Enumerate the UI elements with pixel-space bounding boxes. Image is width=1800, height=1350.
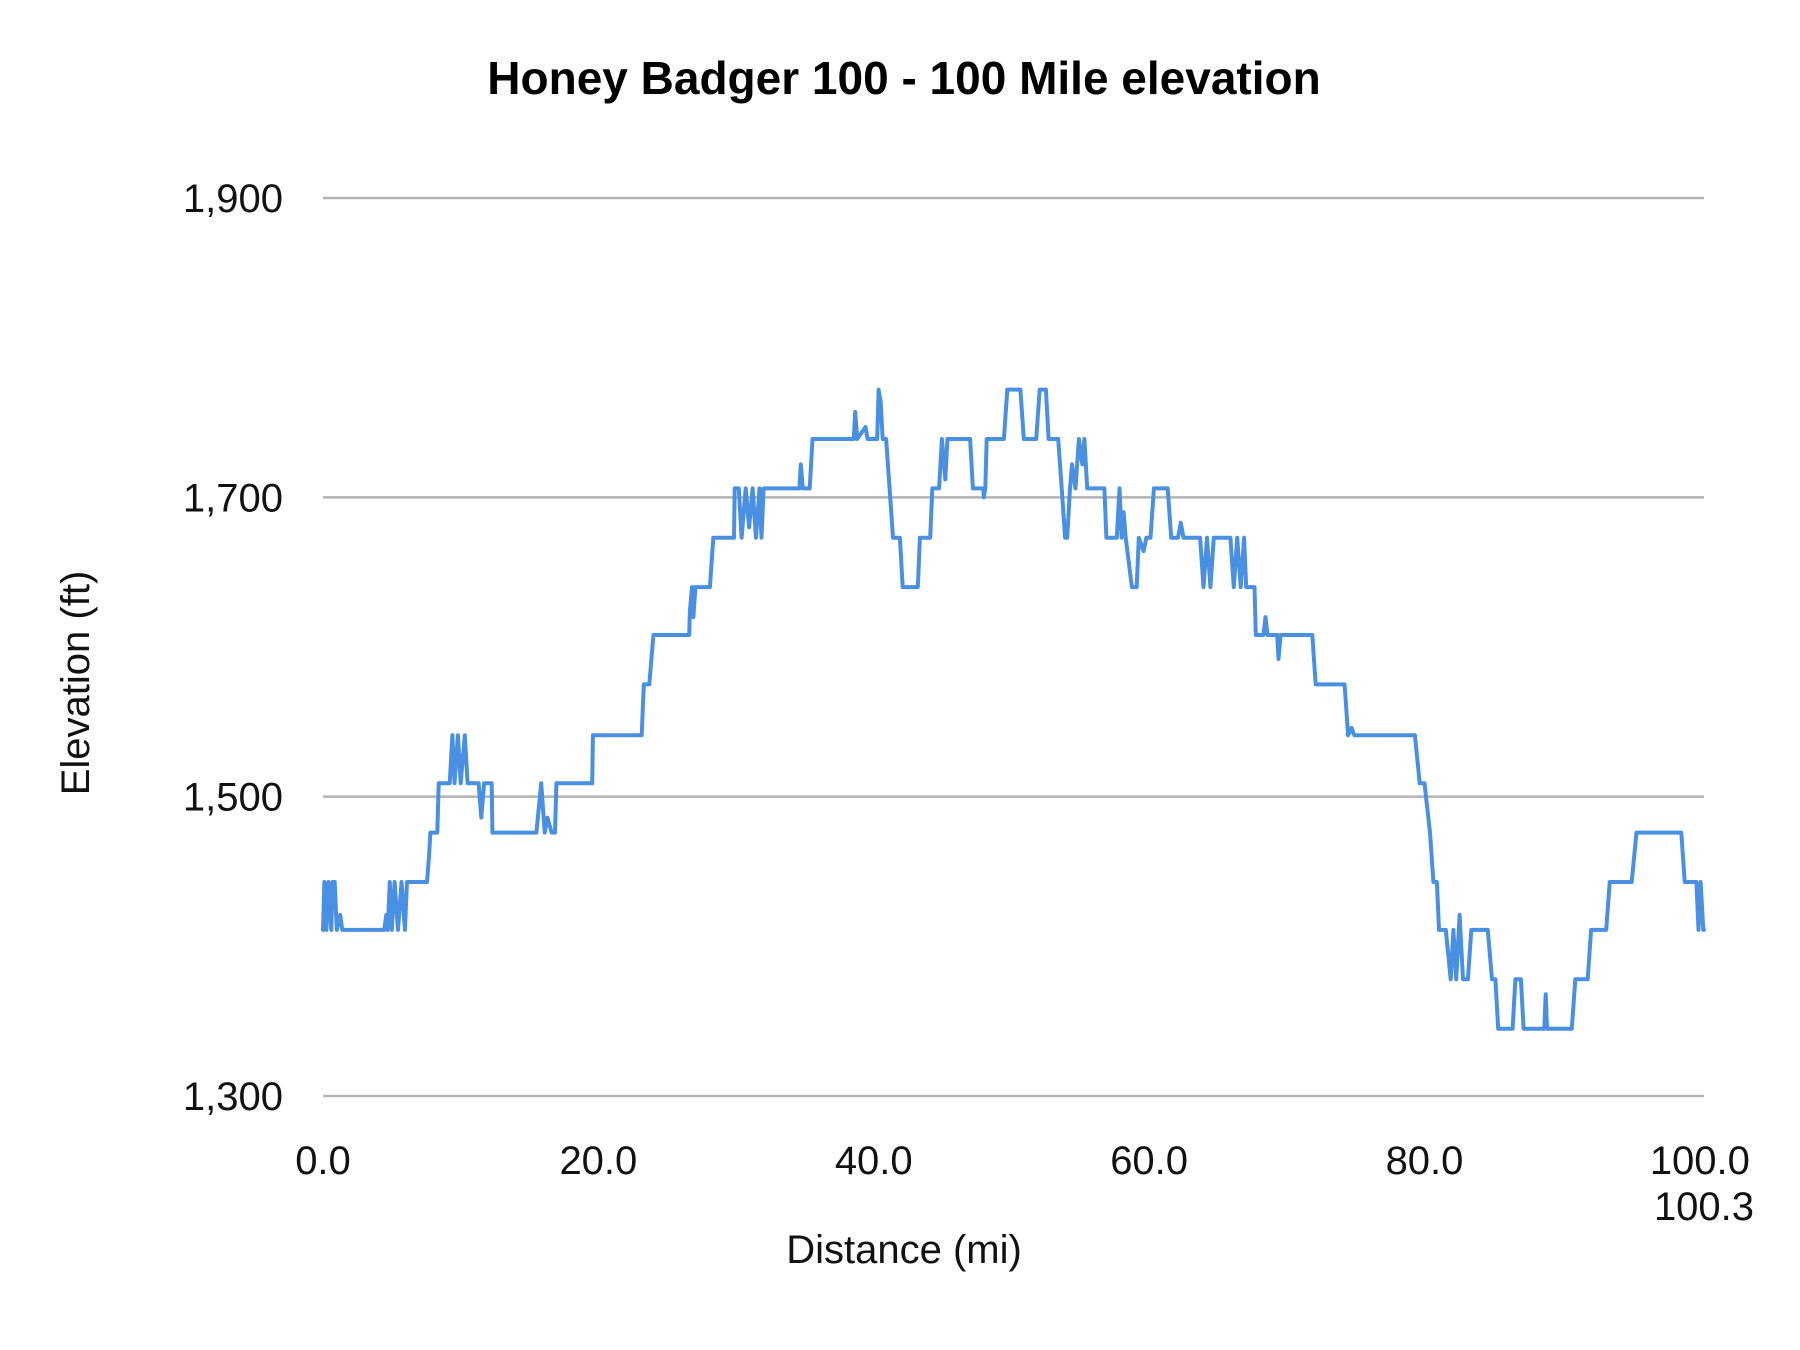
y-tick-label: 1,900 [183, 177, 283, 221]
series-layer [321, 387, 1706, 1031]
x-tick-label: 0.0 [295, 1139, 351, 1183]
x-tick-label: 100.0 [1650, 1139, 1750, 1183]
x-axis-label: Distance (mi) [786, 1228, 1022, 1272]
y-tick-labels: 1,300 1,500 1,700 1,900 [183, 177, 283, 1119]
x-tick-label: 80.0 [1386, 1139, 1464, 1183]
y-tick-label: 1,300 [183, 1075, 283, 1119]
y-tick-label: 1,500 [183, 776, 283, 820]
x-tick-label: 40.0 [835, 1139, 913, 1183]
y-axis-label: Elevation (ft) [54, 571, 98, 796]
x-tick-label: 20.0 [559, 1139, 637, 1183]
x-tick-label: 100.3 [1654, 1185, 1754, 1229]
y-tick-label: 1,700 [183, 476, 283, 520]
elevation-line [321, 387, 1706, 1031]
chart-title: Honey Badger 100 - 100 Mile elevation [487, 52, 1320, 104]
gridlines [323, 196, 1704, 1098]
x-tick-label: 60.0 [1110, 1139, 1188, 1183]
